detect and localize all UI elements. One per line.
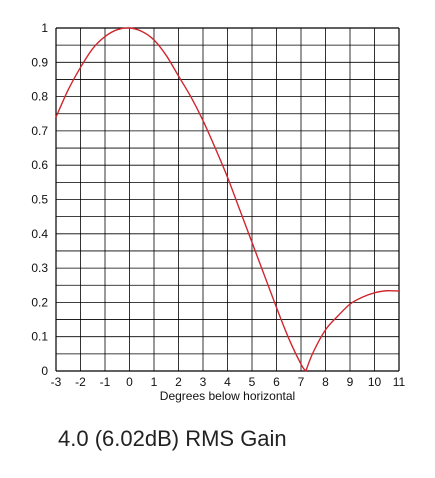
x-tick-label: 7	[298, 375, 305, 389]
y-tick-label: 0.7	[31, 124, 48, 138]
y-tick-label: 0	[41, 364, 48, 378]
y-tick-label: 1	[41, 21, 48, 35]
x-tick-label: 9	[347, 375, 354, 389]
x-tick-label: -2	[75, 375, 86, 389]
x-tick-label: 5	[249, 375, 256, 389]
x-tick-label: 1	[151, 375, 158, 389]
y-tick-label: 0.4	[31, 227, 48, 241]
grid	[55, 27, 400, 372]
gain-caption: 4.0 (6.02dB) RMS Gain	[58, 426, 287, 451]
x-tick-label: 4	[224, 375, 231, 389]
y-tick-label: 0.9	[31, 55, 48, 69]
x-tick-label: 8	[322, 375, 329, 389]
curve-layer	[55, 27, 400, 373]
y-tick-label: 0.2	[31, 295, 48, 309]
x-tick-label: 10	[368, 375, 382, 389]
x-tick-label: -1	[100, 375, 111, 389]
gain-curve-series-0	[55, 27, 400, 373]
x-axis: -3 -2 -1 0 1 2 3 4 5 6 7 8 9 10 11	[51, 375, 406, 389]
x-axis-label: Degrees below horizontal	[160, 389, 295, 403]
x-tick-label: 11	[393, 375, 406, 389]
y-tick-label: 0.3	[31, 261, 48, 275]
x-tick-label: 6	[273, 375, 280, 389]
x-tick-label: -3	[51, 375, 62, 389]
y-tick-label: 0.5	[31, 193, 48, 207]
y-axis: 0 0.1 0.2 0.3 0.4 0.5 0.6 0.7 0.8 0.9 1	[31, 21, 48, 378]
x-tick-label: 2	[175, 375, 182, 389]
y-tick-label: 0.1	[31, 330, 48, 344]
y-tick-label: 0.8	[31, 90, 48, 104]
x-tick-label: 3	[200, 375, 207, 389]
x-tick-label: 0	[126, 375, 133, 389]
gain-chart: 0 0.1 0.2 0.3 0.4 0.5 0.6 0.7 0.8 0.9 1 -3 -2 -1 0 1 2 3…	[31, 21, 406, 403]
y-tick-label: 0.6	[31, 158, 48, 172]
